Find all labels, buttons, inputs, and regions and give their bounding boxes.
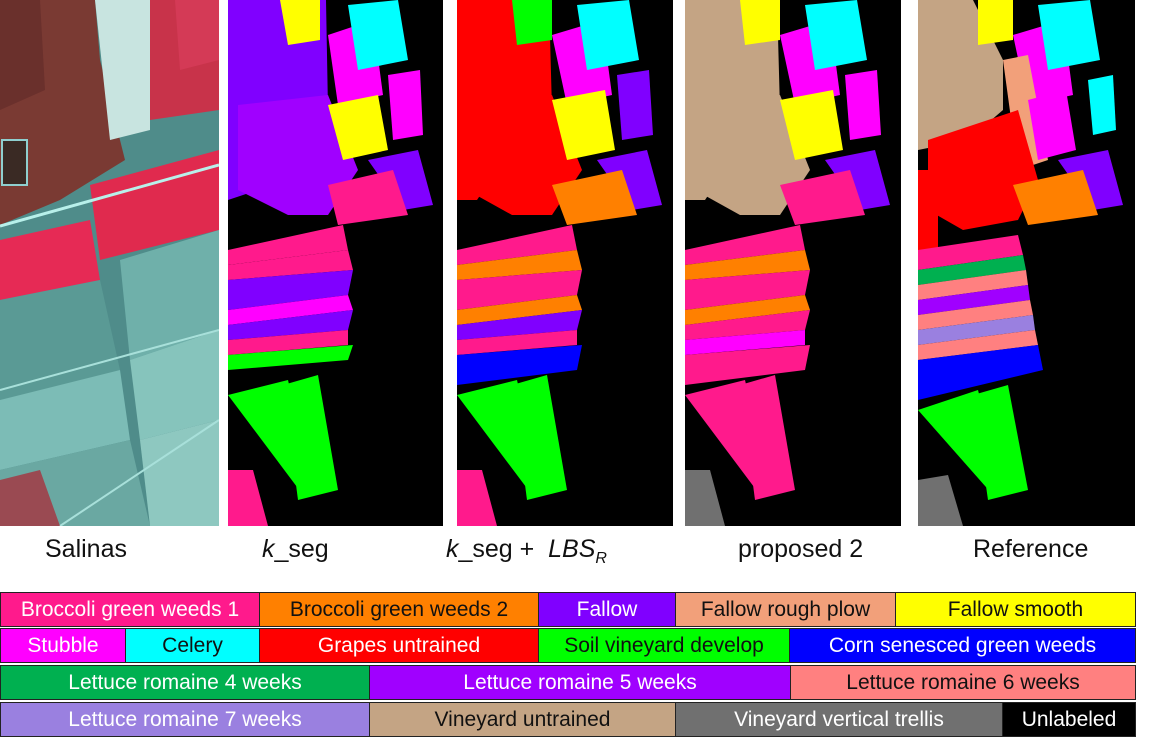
legend-item: Vineyard untrained xyxy=(369,702,676,737)
caption-proposed2: proposed 2 xyxy=(738,535,864,563)
legend-row: Stubble Celery Grapes untrained Soil vin… xyxy=(0,628,1136,664)
legend-item: Broccoli green weeds 1 xyxy=(0,592,260,627)
legend-item: Grapes untrained xyxy=(259,628,539,663)
legend-row: Broccoli green weeds 1 Broccoli green we… xyxy=(0,592,1136,628)
legend-item: Unlabeled xyxy=(1002,702,1136,737)
legend-item: Lettuce romaine 6 weeks xyxy=(790,665,1136,700)
legend-item: Lettuce romaine 7 weeks xyxy=(0,702,370,737)
legend-item: Fallow xyxy=(538,592,676,627)
salinas-image xyxy=(0,0,219,526)
legend-item: Fallow rough plow xyxy=(675,592,896,627)
kseg-lbs-map xyxy=(457,0,673,526)
legend-item: Corn senesced green weeds xyxy=(789,628,1136,663)
class-legend: Broccoli green weeds 1 Broccoli green we… xyxy=(0,592,1136,738)
kseg-map xyxy=(228,0,443,526)
legend-item: Lettuce romaine 5 weeks xyxy=(369,665,791,700)
legend-item: Stubble xyxy=(0,628,126,663)
caption-salinas: Salinas xyxy=(45,535,127,563)
caption-kseg: k_seg xyxy=(262,535,329,563)
caption-reference: Reference xyxy=(973,535,1089,563)
legend-item: Fallow smooth xyxy=(895,592,1136,627)
legend-row: Lettuce romaine 4 weeks Lettuce romaine … xyxy=(0,665,1136,701)
legend-item: Broccoli green weeds 2 xyxy=(259,592,539,627)
reference-map xyxy=(918,0,1135,526)
caption-kseg-lbs: k_seg + LBSR xyxy=(446,535,607,567)
legend-row: Lettuce romaine 7 weeks Vineyard untrain… xyxy=(0,702,1136,738)
legend-item: Lettuce romaine 4 weeks xyxy=(0,665,370,700)
legend-item: Vineyard vertical trellis xyxy=(675,702,1003,737)
proposed2-map xyxy=(685,0,901,526)
legend-item: Celery xyxy=(125,628,260,663)
legend-item: Soil vineyard develop xyxy=(538,628,790,663)
